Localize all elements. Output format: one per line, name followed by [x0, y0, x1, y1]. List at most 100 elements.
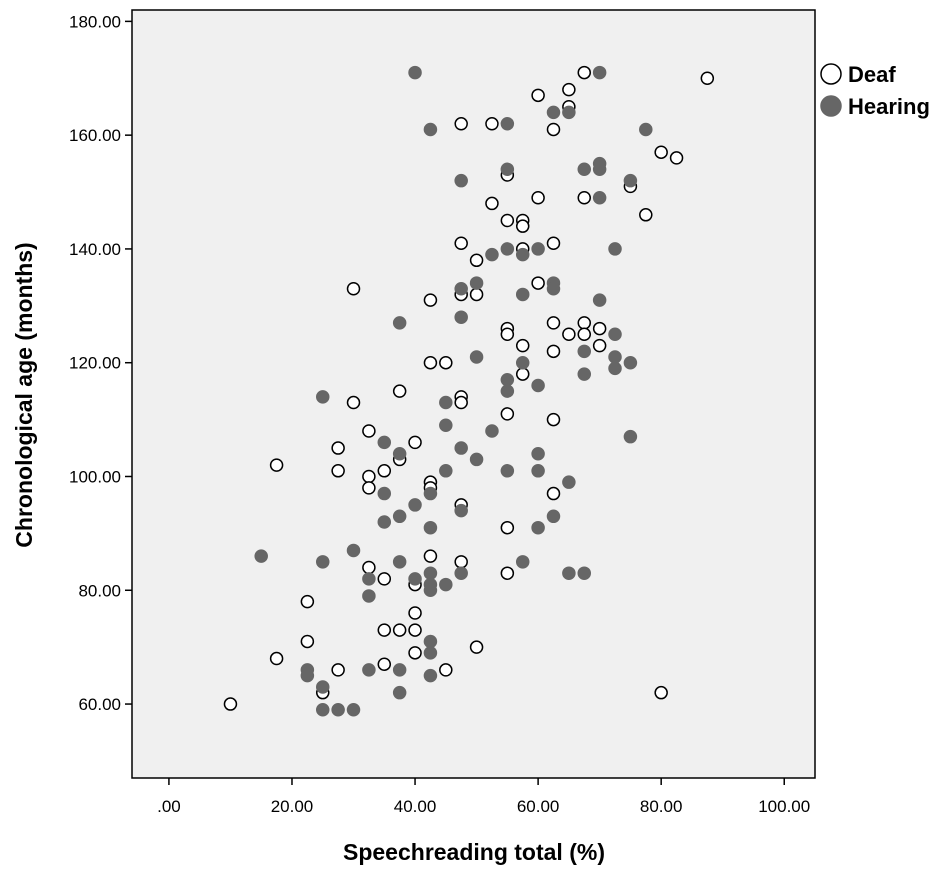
data-point-deaf [500, 327, 515, 342]
data-point-hearing [531, 446, 545, 461]
data-point-hearing [515, 247, 530, 262]
x-tick-label: 80.00 [640, 797, 683, 816]
data-point-hearing [392, 555, 407, 569]
data-point-deaf [454, 236, 468, 250]
data-point-hearing [423, 668, 438, 683]
data-point-deaf [469, 640, 484, 654]
data-point-hearing [531, 242, 545, 256]
y-tick-label: 120.00 [69, 354, 121, 373]
y-tick-label: 180.00 [69, 12, 121, 31]
data-point-deaf [469, 287, 484, 302]
data-point-deaf [562, 327, 576, 342]
y-axis-title: Chronological age (months) [11, 242, 37, 547]
data-point-hearing [469, 350, 484, 364]
data-point-hearing [639, 122, 653, 137]
data-point-deaf [515, 219, 530, 233]
data-point-hearing [577, 566, 592, 580]
x-tick-label: 40.00 [394, 797, 437, 816]
data-point-hearing [469, 452, 484, 467]
data-point-deaf [423, 355, 438, 370]
legend-label-deaf: Deaf [848, 62, 896, 87]
data-point-deaf [269, 458, 284, 472]
y-axis: 60.00 80.00 100.00 120.00 140.00 160.00 180.00 [69, 12, 132, 714]
data-point-deaf [331, 663, 345, 677]
data-point-hearing [315, 555, 330, 569]
data-point-hearing [454, 566, 468, 580]
data-point-deaf [223, 697, 238, 711]
data-point-hearing [500, 464, 515, 478]
data-point-hearing [592, 190, 607, 205]
data-point-hearing [454, 173, 468, 188]
data-point-hearing [500, 384, 515, 398]
data-point-deaf [331, 464, 345, 478]
data-point-hearing [439, 418, 453, 433]
data-point-deaf [377, 623, 392, 637]
y-tick-label: 60.00 [78, 695, 121, 714]
data-point-hearing [362, 663, 376, 677]
data-point-deaf [377, 657, 392, 671]
data-point-deaf [362, 424, 376, 438]
x-tick-label: .00 [157, 797, 181, 816]
data-point-deaf [531, 88, 545, 103]
data-point-hearing [515, 555, 530, 569]
legend: Deaf Hearing [820, 62, 930, 119]
data-point-deaf [700, 71, 715, 86]
data-point-deaf [515, 367, 530, 381]
data-point-hearing [608, 350, 622, 364]
data-point-deaf [500, 566, 515, 580]
data-point-deaf [546, 412, 561, 427]
x-tick-label: 60.00 [517, 797, 560, 816]
data-point-deaf [346, 282, 361, 296]
data-point-hearing [392, 685, 407, 700]
data-point-hearing [592, 293, 607, 307]
data-point-deaf [577, 65, 592, 80]
legend-marker-hearing [820, 95, 842, 117]
data-point-hearing [623, 429, 638, 444]
data-point-hearing [315, 680, 330, 694]
data-point-deaf [300, 594, 315, 609]
data-point-hearing [577, 344, 592, 359]
data-point-deaf [592, 338, 607, 353]
data-point-deaf [439, 355, 453, 370]
data-point-hearing [531, 520, 545, 535]
data-point-hearing [592, 162, 607, 177]
data-point-hearing [362, 589, 376, 603]
data-point-deaf [331, 441, 345, 455]
data-point-hearing [408, 498, 422, 512]
y-tick-label: 80.00 [78, 581, 121, 600]
data-point-deaf [592, 321, 607, 336]
data-point-deaf [485, 196, 499, 211]
data-point-hearing [439, 395, 453, 410]
data-point-hearing [439, 577, 453, 592]
legend-marker-deaf [820, 63, 842, 85]
data-point-hearing [408, 65, 422, 80]
data-point-deaf [669, 151, 684, 165]
data-point-deaf [500, 407, 515, 421]
data-point-hearing [392, 663, 407, 677]
data-point-deaf [362, 481, 376, 495]
data-point-hearing [592, 65, 607, 80]
data-points [223, 65, 715, 717]
data-point-hearing [377, 486, 392, 501]
data-point-hearing [562, 475, 576, 489]
data-point-deaf [469, 253, 484, 268]
data-point-hearing [439, 464, 453, 478]
plot-area [131, 9, 816, 779]
data-point-hearing [485, 247, 499, 262]
y-tick-label: 160.00 [69, 126, 121, 145]
data-point-hearing [362, 572, 376, 586]
x-axis: .00 20.00 40.00 60.00 80.00 100.00 [157, 778, 810, 816]
data-point-deaf [362, 469, 376, 484]
data-point-hearing [608, 361, 622, 376]
data-point-hearing [392, 509, 407, 524]
data-point-deaf [346, 395, 361, 410]
y-tick-label: 100.00 [69, 467, 121, 486]
data-point-deaf [392, 623, 407, 637]
data-point-deaf [546, 236, 561, 250]
data-point-deaf [454, 555, 468, 569]
data-point-deaf [500, 213, 515, 228]
data-point-deaf [546, 486, 561, 501]
data-point-deaf [577, 316, 592, 330]
data-point-deaf [454, 395, 468, 410]
